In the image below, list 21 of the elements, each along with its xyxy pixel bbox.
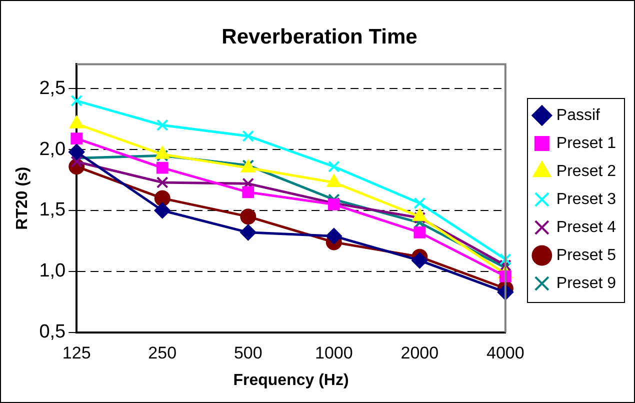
y-tick-label: 1,5: [39, 200, 66, 221]
legend-label: Preset 3: [556, 190, 616, 208]
y-axis-title: RT20 (s): [14, 166, 32, 230]
legend-label: Passif: [556, 106, 601, 124]
x-tick-label: 1000: [314, 343, 353, 362]
y-tick-label: 1,0: [39, 260, 66, 282]
y-tick-label: 0,5: [39, 322, 66, 343]
legend-label: Preset 9: [556, 274, 616, 292]
x-tick-label: 2000: [400, 343, 439, 362]
legend-label: Preset 5: [556, 246, 616, 264]
x-axis-title: Frequency (Hz): [233, 372, 349, 389]
chart-title: Reverberation Time: [222, 25, 418, 48]
y-tick-label: 2,0: [39, 138, 66, 160]
y-tick-label: 2,5: [39, 78, 66, 99]
x-tick-label: 125: [62, 343, 91, 362]
x-tick-label: 500: [234, 343, 262, 362]
x-tick-label: 4000: [486, 343, 524, 362]
legend-label: Preset 2: [556, 162, 616, 180]
x-tick-label: 250: [148, 343, 177, 362]
legend-label: Preset 1: [556, 134, 616, 152]
legend-label: Preset 4: [556, 218, 616, 236]
